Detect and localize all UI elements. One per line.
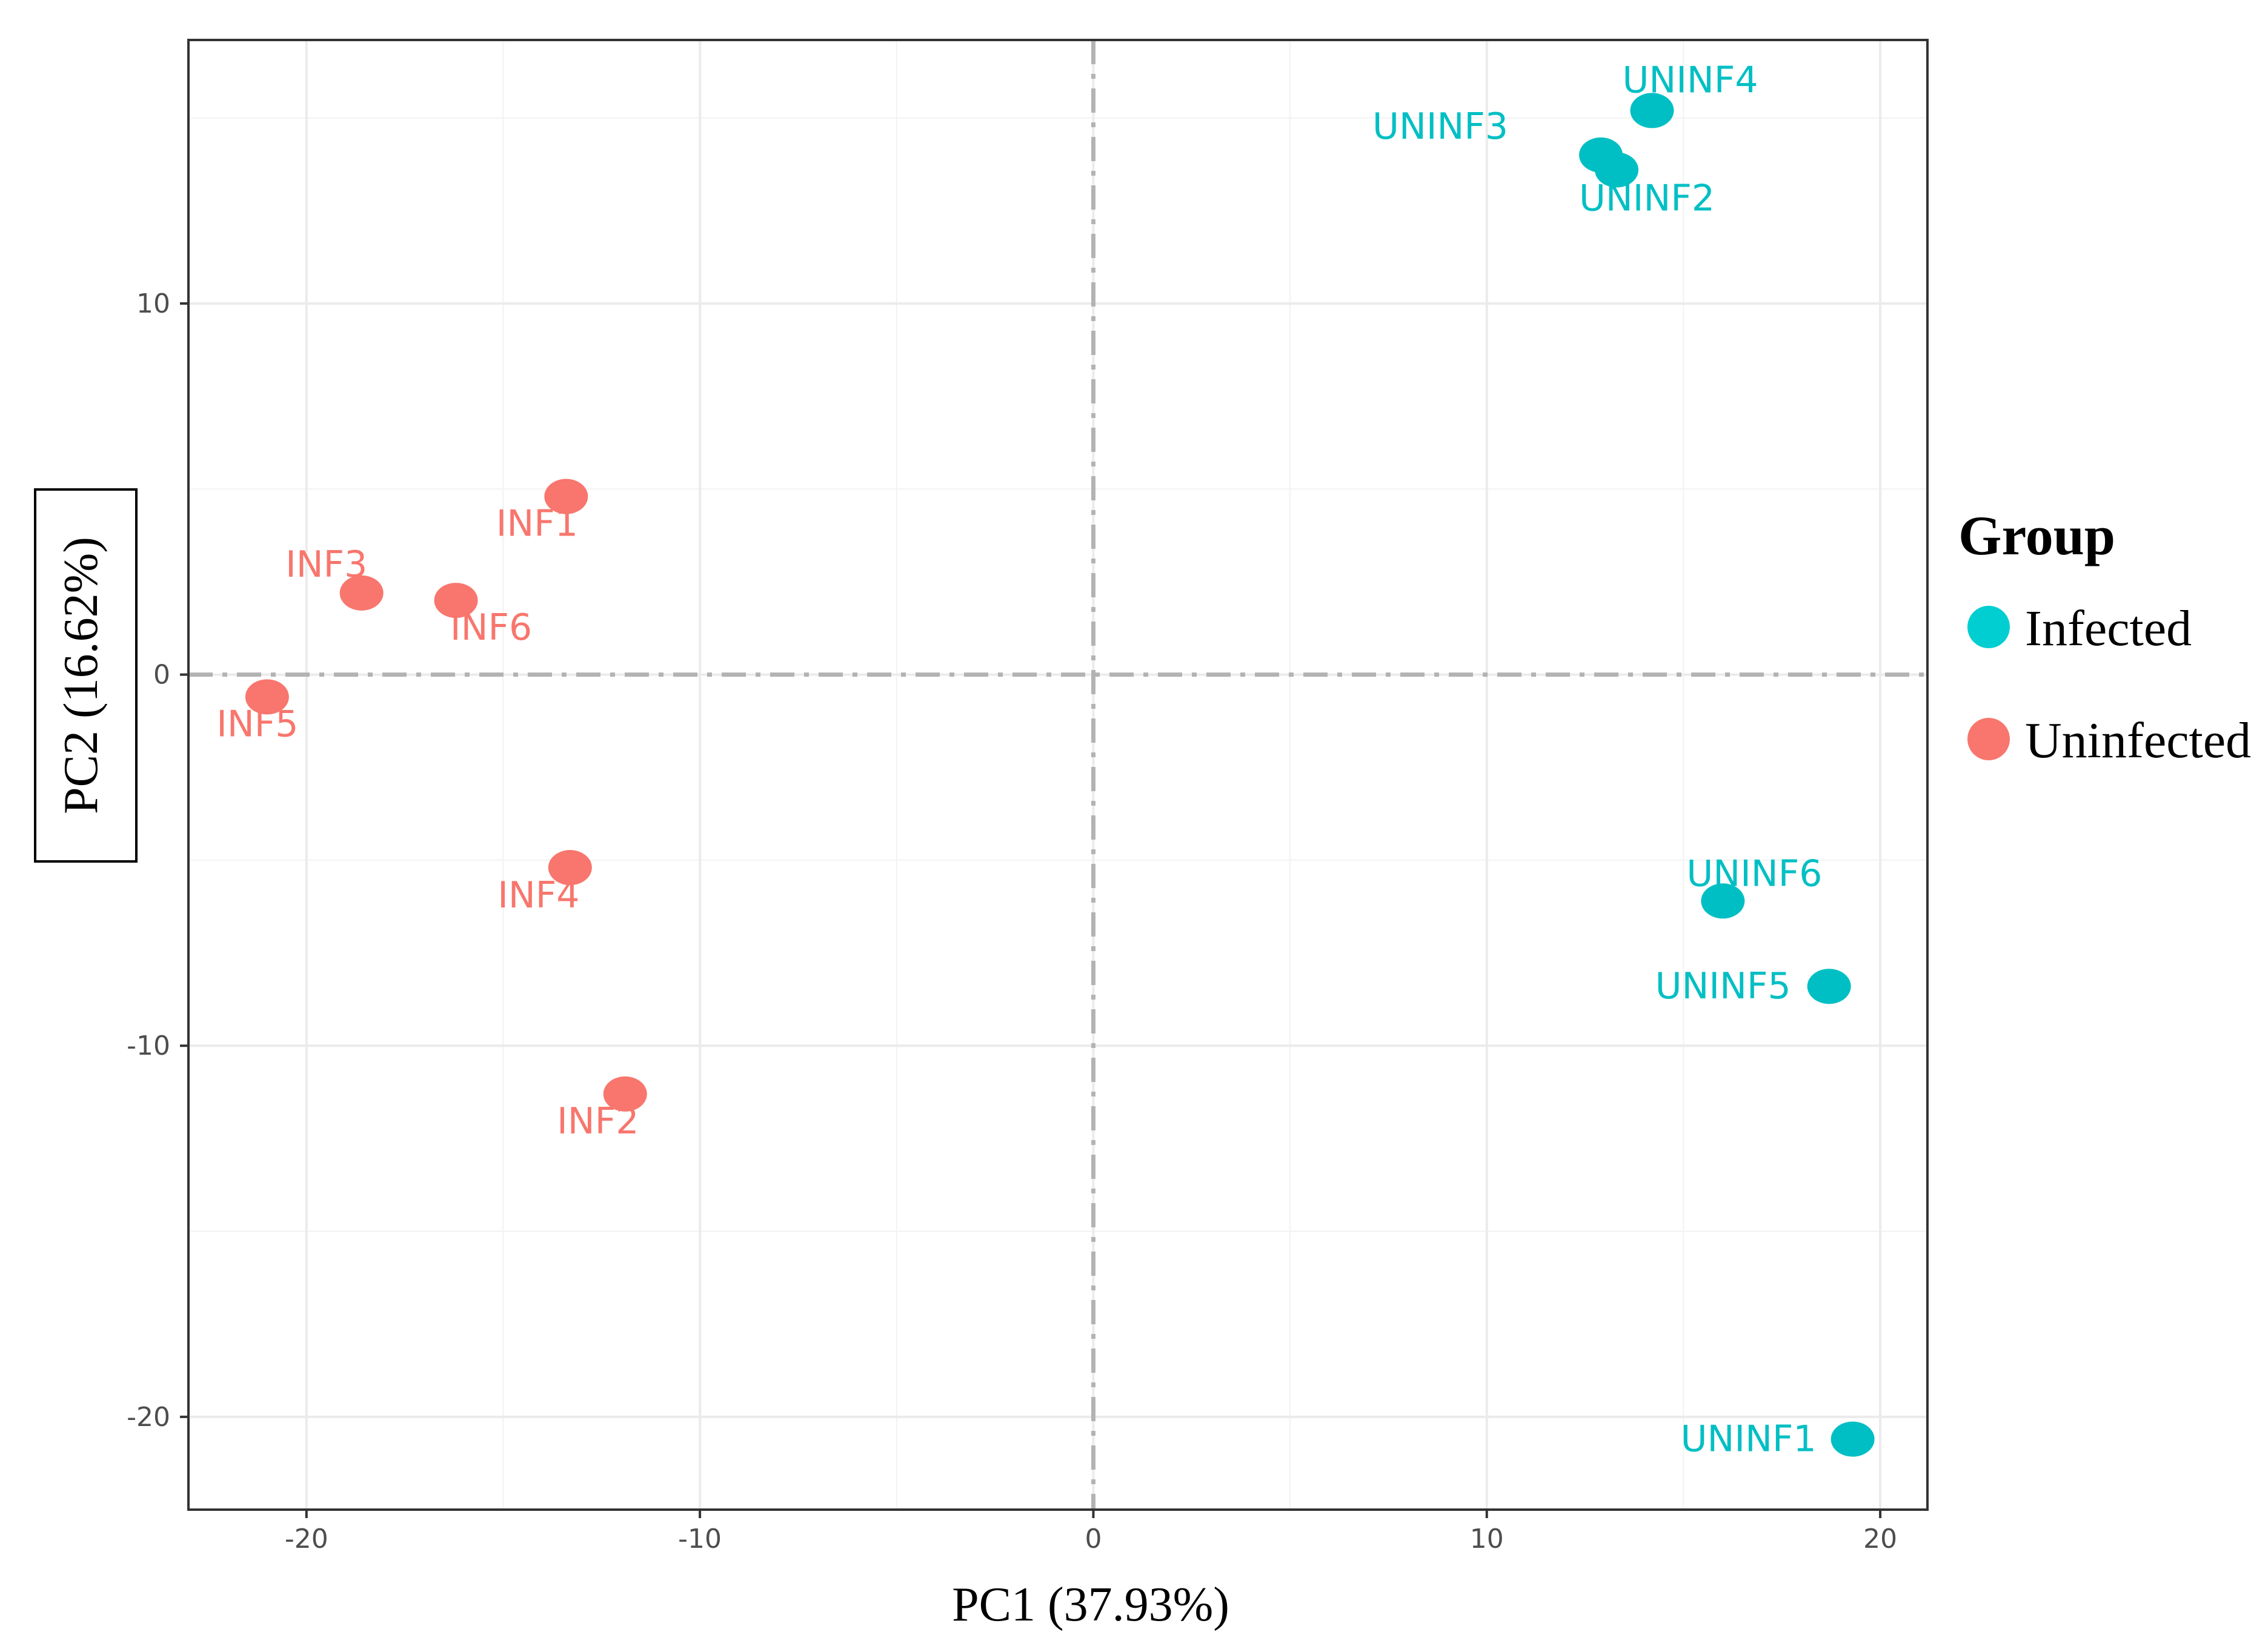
point-inf3 — [339, 575, 384, 611]
reference-lines — [188, 40, 1927, 1510]
legend-key-uninfected — [1967, 718, 2010, 760]
point-labels: INF1 INF2 INF3 INF4 INF5 INF6 UNINF1 UNINF2 UNIN… — [216, 59, 1822, 1460]
legend-label-infected: Infected — [2025, 600, 2192, 657]
axis-ticks: -20 -10 0 10 20 10 0 -10 -20 — [127, 288, 1897, 1554]
y-axis-title: PC2 (16.62%) — [55, 537, 108, 814]
data-points — [245, 93, 1875, 1457]
x-tick-label: -20 — [285, 1524, 328, 1554]
point-label-inf2: INF2 — [557, 1100, 639, 1143]
x-tick-label: -10 — [678, 1524, 722, 1554]
point-uninf1 — [1830, 1421, 1875, 1457]
y-tick-label: 0 — [153, 660, 170, 691]
point-label-inf5: INF5 — [216, 703, 298, 745]
legend: Group Infected Uninfected — [1958, 505, 2251, 769]
legend-title: Group — [1958, 505, 2115, 566]
point-label-uninf2: UNINF2 — [1579, 177, 1715, 219]
x-axis-title: PC1 (37.93%) — [952, 1578, 1229, 1631]
point-label-inf3: INF3 — [285, 543, 367, 586]
legend-label-uninfected: Uninfected — [2025, 712, 2251, 769]
point-uninf6 — [1701, 883, 1745, 919]
x-tick-label: 0 — [1085, 1524, 1102, 1554]
point-label-inf1: INF1 — [496, 503, 578, 545]
point-label-inf6: INF6 — [450, 606, 532, 649]
point-inf1 — [544, 479, 588, 514]
plot-border — [187, 39, 1929, 1511]
y-tick-label: 10 — [136, 288, 170, 319]
point-uninf3 — [1579, 137, 1623, 173]
y-axis-title-box — [34, 488, 138, 863]
x-tick-label: 10 — [1470, 1524, 1504, 1554]
point-label-uninf1: UNINF1 — [1681, 1418, 1817, 1461]
point-label-uninf6: UNINF6 — [1686, 852, 1822, 895]
point-inf6 — [434, 583, 478, 619]
point-inf4 — [548, 850, 592, 886]
point-inf2 — [603, 1076, 647, 1112]
point-uninf4 — [1630, 93, 1674, 128]
point-label-inf4: INF4 — [497, 874, 579, 917]
point-label-uninf3: UNINF3 — [1372, 105, 1508, 148]
y-tick-label: -10 — [127, 1030, 170, 1061]
point-inf5 — [245, 679, 289, 715]
legend-key-infected — [1967, 606, 2010, 648]
y-tick-label: -20 — [127, 1402, 170, 1433]
plot-background — [188, 40, 1927, 1510]
point-label-uninf4: UNINF4 — [1622, 59, 1758, 101]
point-label-uninf5: UNINF5 — [1655, 965, 1791, 1007]
x-tick-label: 20 — [1863, 1524, 1897, 1554]
point-uninf5 — [1807, 969, 1851, 1004]
